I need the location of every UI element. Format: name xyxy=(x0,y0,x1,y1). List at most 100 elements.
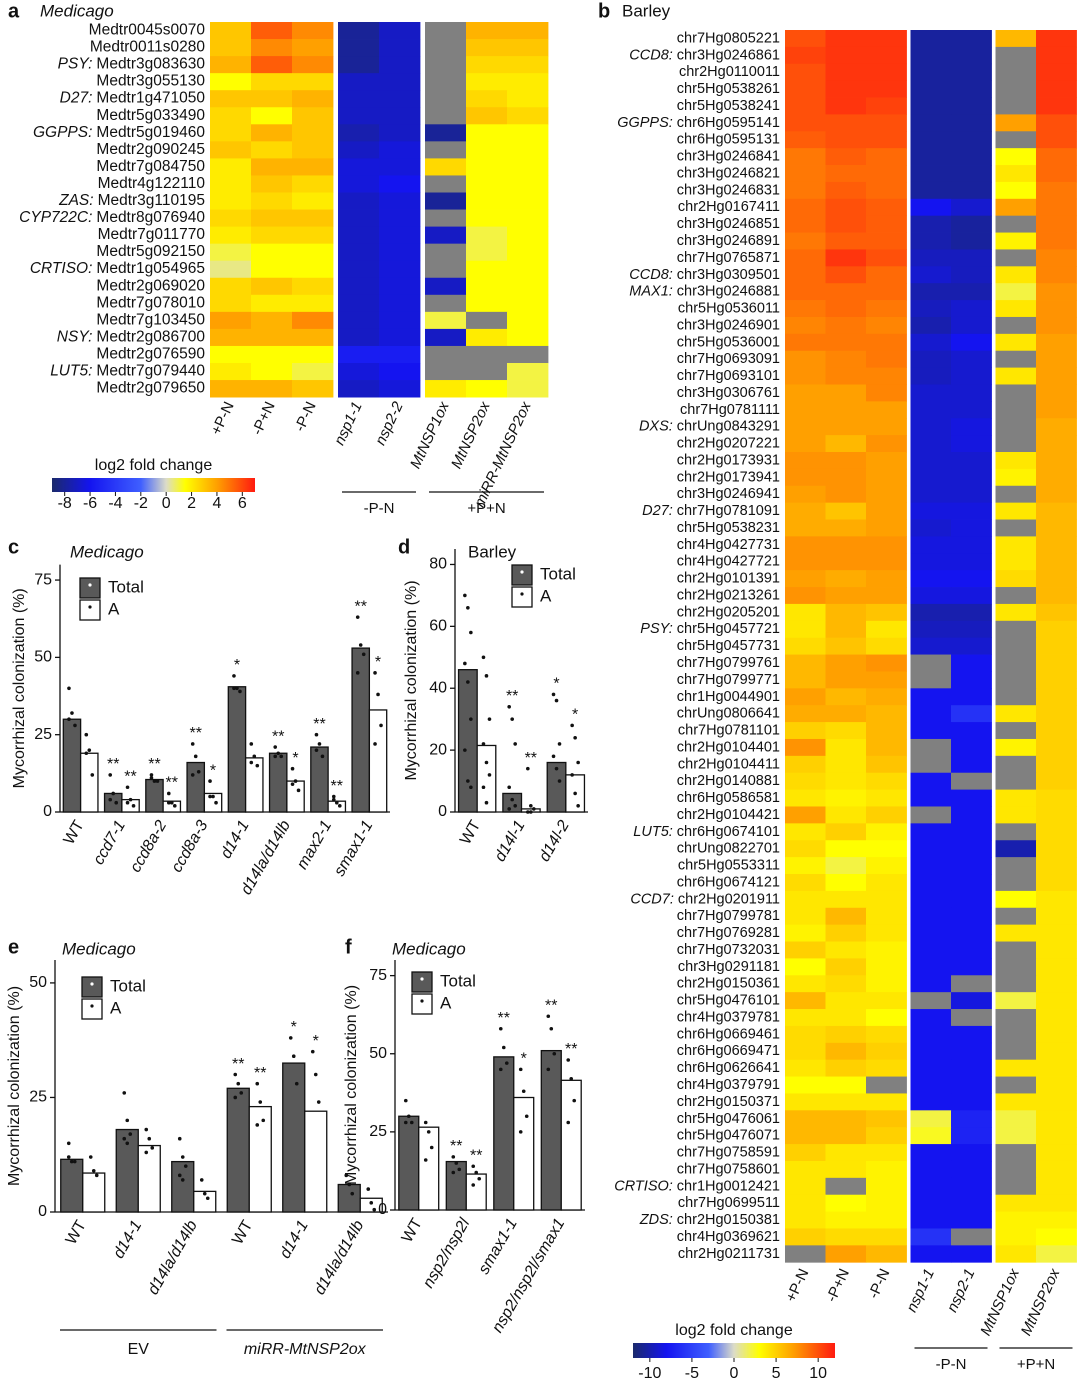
significance: ** xyxy=(354,598,366,615)
heat-cell xyxy=(338,380,380,398)
na-cell xyxy=(995,215,1037,233)
heat-cell xyxy=(338,22,380,40)
heat-cell xyxy=(1036,350,1077,368)
heat-cell xyxy=(292,73,334,91)
heat-cell xyxy=(866,266,907,284)
heat-cell xyxy=(910,1245,952,1263)
heat-cell xyxy=(210,277,252,296)
heat-cell xyxy=(825,890,867,909)
heat-cell xyxy=(507,294,549,313)
data-point xyxy=(293,779,298,783)
heat-cell xyxy=(866,1009,907,1027)
data-point xyxy=(510,717,514,721)
heat-cell xyxy=(785,738,826,757)
bar xyxy=(227,686,247,813)
legend-swatch xyxy=(511,586,533,608)
bar xyxy=(560,1079,582,1211)
gene-id: chr7Hg0769281 xyxy=(677,925,780,941)
significance: ** xyxy=(148,756,160,773)
panel-label: e xyxy=(8,936,19,958)
heat-cell xyxy=(910,435,952,453)
heat-cell xyxy=(825,30,867,48)
gene-id: chr4Hg0379781 xyxy=(677,1009,780,1025)
data-point xyxy=(554,698,559,703)
heat-cell xyxy=(866,840,907,858)
na-cell xyxy=(995,485,1037,504)
bar xyxy=(359,1197,383,1213)
heat-cell xyxy=(995,1211,1037,1229)
heat-cell xyxy=(951,806,992,824)
heat-cell xyxy=(995,1194,1037,1212)
y-tick-label: 25 xyxy=(29,1089,47,1106)
heat-cell xyxy=(1036,840,1077,858)
heat-cell xyxy=(825,350,867,368)
heat-cell xyxy=(825,418,867,436)
heat-cell xyxy=(785,553,826,571)
heat-cell xyxy=(866,907,907,926)
row-label: chr5Hg0476061 xyxy=(677,1111,780,1127)
heat-cell xyxy=(338,243,380,262)
heat-cell xyxy=(866,1093,907,1111)
panel-label: f xyxy=(345,936,352,958)
na-cell xyxy=(995,941,1037,959)
heat-cell xyxy=(825,975,867,993)
significance: * xyxy=(234,657,240,674)
na-cell xyxy=(425,175,467,193)
heat-cell xyxy=(466,175,508,193)
na-cell xyxy=(995,384,1037,402)
gene-id: Medtr5g092150 xyxy=(96,243,205,260)
heat-cell xyxy=(507,90,549,108)
heat-cell xyxy=(910,502,952,520)
na-cell xyxy=(425,209,467,227)
bar xyxy=(186,761,206,813)
bar xyxy=(286,780,305,813)
column-label: -P+N xyxy=(823,1266,853,1305)
heat-cell xyxy=(466,124,508,142)
data-point xyxy=(69,1159,74,1164)
data-point xyxy=(279,754,284,759)
data-point xyxy=(451,1155,456,1159)
bar xyxy=(493,1056,515,1211)
heat-cell xyxy=(379,260,421,279)
gene-symbol: MAX1: xyxy=(629,283,673,299)
heat-cell xyxy=(785,468,826,487)
heat-cell xyxy=(1036,789,1077,807)
data-point xyxy=(350,1191,355,1196)
heat-cell xyxy=(338,39,380,57)
na-cell xyxy=(995,519,1037,537)
heat-cell xyxy=(825,1093,867,1111)
gene-id: chr3Hg0246941 xyxy=(677,486,780,502)
gene-id: Medtr3g110195 xyxy=(98,192,205,209)
heat-cell xyxy=(825,874,867,892)
significance: ** xyxy=(166,775,178,792)
gene-id: chr7Hg0799771 xyxy=(677,672,780,688)
heat-cell xyxy=(785,452,826,470)
heat-cell xyxy=(1036,367,1077,385)
data-point xyxy=(358,643,363,647)
na-cell xyxy=(995,823,1037,841)
heat-cell xyxy=(379,39,421,57)
heat-cell xyxy=(866,283,907,301)
heat-cell xyxy=(425,226,467,245)
gene-id: chr2Hg0173941 xyxy=(677,469,780,485)
bar xyxy=(103,792,123,813)
heat-cell xyxy=(995,1093,1037,1111)
heat-cell xyxy=(338,345,380,364)
data-point xyxy=(466,605,470,610)
heat-cell xyxy=(379,90,421,108)
group-label: EV xyxy=(128,1341,150,1358)
heat-cell xyxy=(910,789,952,807)
heat-cell xyxy=(910,30,952,48)
heat-cell xyxy=(785,536,826,554)
heat-cell xyxy=(1036,722,1077,740)
na-cell xyxy=(866,1076,907,1094)
gene-id: chr2Hg0140881 xyxy=(677,773,780,789)
heat-cell xyxy=(825,502,867,520)
heat-cell xyxy=(210,39,252,57)
gene-id: chr6Hg0595141 xyxy=(677,115,780,131)
gene-symbol: LUT5: xyxy=(50,363,92,380)
y-tick-label: 50 xyxy=(369,1045,387,1062)
heat-cell xyxy=(910,941,952,959)
heat-cell xyxy=(425,192,467,210)
heat-cell xyxy=(1036,452,1077,470)
